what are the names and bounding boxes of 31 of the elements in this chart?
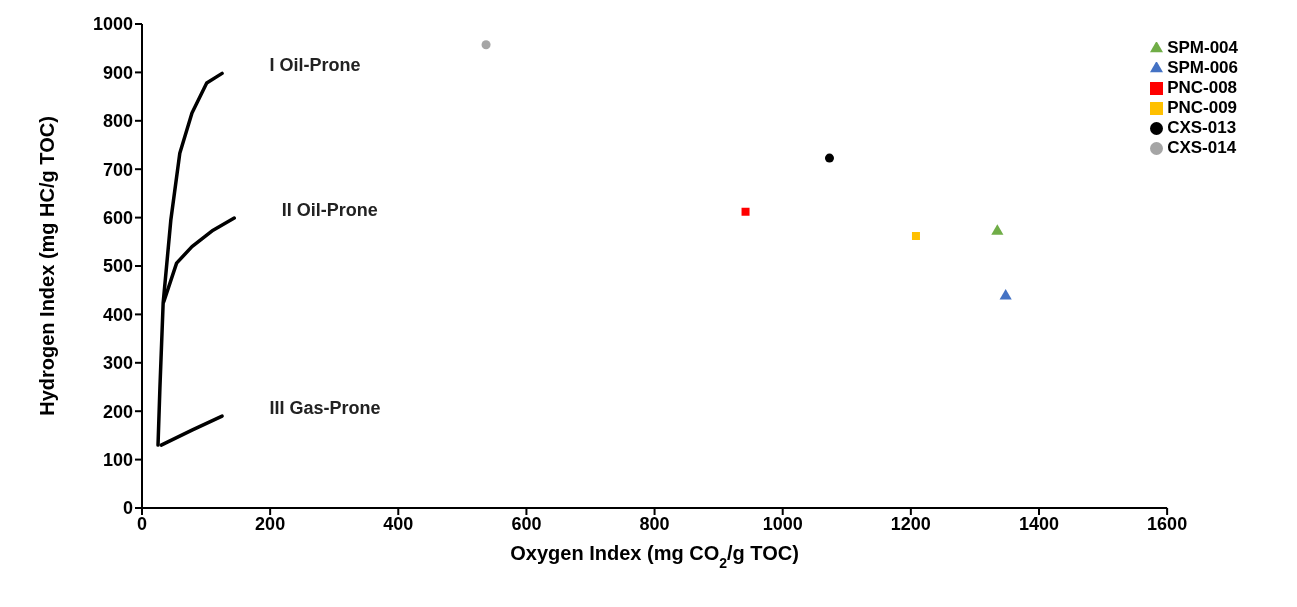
legend-label: CXS-013 — [1167, 118, 1237, 137]
y-tick-label: 600 — [102, 207, 133, 228]
y-tick-label: 700 — [102, 159, 133, 180]
legend-label: CXS-014 — [1167, 138, 1237, 157]
x-tick-label: 1000 — [762, 513, 803, 534]
y-tick-label: 100 — [102, 449, 133, 470]
text: I Oil-Prone — [269, 54, 361, 75]
y-tick-label: 1000 — [92, 14, 133, 35]
legend-label: PNC-009 — [1167, 98, 1238, 117]
text: II Oil-Prone — [281, 199, 378, 220]
x-tick-label: 1600 — [1147, 513, 1188, 534]
legend-label: PNC-008 — [1167, 78, 1238, 97]
y-tick-label: 0 — [122, 498, 133, 519]
y-tick-label: 400 — [102, 304, 133, 325]
legend-label: SPM-006 — [1167, 58, 1238, 77]
y-tick-label: 500 — [102, 256, 133, 277]
y-tick-label: 300 — [102, 353, 133, 374]
x-tick-label: 800 — [639, 513, 670, 534]
x-tick-label: 1400 — [1018, 513, 1060, 534]
x-axis-title: Oxygen Index (mg CO$_{2}$/g TOC) — [510, 542, 799, 571]
x-tick-label: 0 — [136, 513, 148, 534]
y-tick-label: 900 — [102, 62, 133, 83]
y-tick-label: 800 — [102, 111, 133, 132]
x-tick-label: 1200 — [890, 513, 931, 534]
legend-label: SPM-004 — [1167, 38, 1238, 57]
x-tick-label: 600 — [511, 513, 542, 534]
x-tick-label: 400 — [383, 513, 414, 534]
text: III Gas-Prone — [269, 397, 381, 418]
y-tick-label: 200 — [102, 401, 133, 422]
y-axis-title: Hydrogen Index (mg HC/g TOC) — [36, 116, 58, 416]
x-tick-label: 200 — [255, 513, 286, 534]
